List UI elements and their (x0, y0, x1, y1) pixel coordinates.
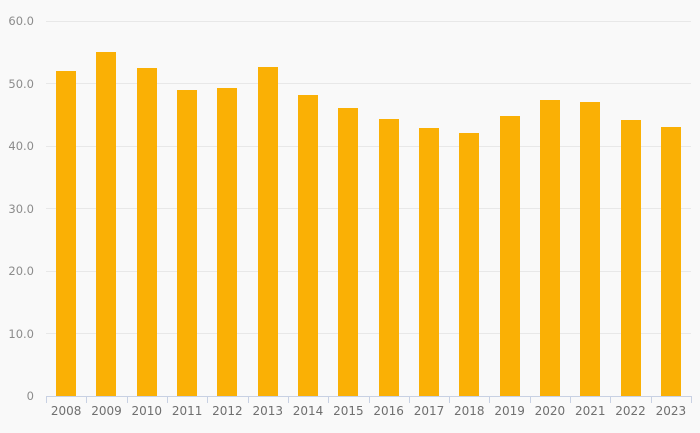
x-axis-tick (368, 396, 370, 403)
x-tick-label-2017: 2017 (413, 404, 445, 418)
bar-2008[interactable] (56, 71, 77, 396)
bar-2019[interactable] (499, 116, 520, 396)
x-axis-tick (86, 396, 88, 403)
x-axis-tick (408, 396, 410, 403)
bar-2018[interactable] (459, 132, 480, 396)
x-tick-label-2022: 2022 (615, 404, 646, 418)
gridline-10.0 (46, 333, 691, 334)
bar-2011[interactable] (177, 89, 198, 396)
x-tick-label-2021: 2021 (574, 404, 606, 418)
x-axis-tick (529, 396, 531, 403)
x-axis-tick (247, 396, 249, 403)
y-tick-label-30.0: 30.0 (8, 201, 34, 216)
x-axis-tick (126, 396, 128, 403)
x-tick-label-2010: 2010 (131, 404, 163, 418)
x-tick-label-2013: 2013 (252, 404, 283, 418)
bar-2012[interactable] (217, 87, 238, 396)
x-axis-tick (650, 396, 652, 403)
bar-2020[interactable] (539, 99, 560, 396)
x-tick-label-2019: 2019 (494, 404, 525, 418)
gridline-30.0 (46, 208, 691, 209)
x-tick-label-2011: 2011 (171, 404, 203, 418)
x-tick-label-2018: 2018 (454, 404, 485, 418)
gridline-20.0 (46, 270, 691, 272)
bar-2013[interactable] (257, 67, 278, 396)
x-tick-label-2020: 2020 (534, 404, 566, 418)
x-tick-label-2015: 2015 (333, 404, 364, 418)
x-axis-tick (691, 396, 692, 403)
bar-2017[interactable] (418, 127, 439, 396)
gridline-40.0 (46, 145, 691, 147)
bar-2016[interactable] (378, 119, 399, 396)
y-tick-label-20.0: 20.0 (8, 264, 34, 278)
gridline-50.0 (46, 83, 691, 84)
bar-2009[interactable] (96, 52, 117, 396)
y-tick-label-60.0: 60.0 (8, 14, 34, 28)
x-axis-tick (166, 396, 168, 403)
bar-2015[interactable] (338, 107, 359, 396)
x-tick-label-2023: 2023 (655, 404, 687, 418)
x-axis-tick (489, 396, 491, 403)
y-tick-label-0: 0 (26, 389, 34, 403)
x-axis-tick (207, 396, 209, 403)
x-axis-tick (449, 396, 451, 403)
gridline-60.0 (46, 20, 691, 22)
bar-2022[interactable] (620, 120, 641, 396)
bar-2023[interactable] (660, 127, 681, 396)
x-tick-label-2016: 2016 (373, 404, 404, 418)
x-tick-label-2014: 2014 (292, 404, 324, 418)
y-tick-label-50.0: 50.0 (8, 76, 34, 91)
x-tick-label-2008: 2008 (50, 404, 82, 418)
y-tick-label-10.0: 10.0 (8, 326, 34, 341)
bar-2010[interactable] (136, 67, 157, 396)
x-tick-label-2012: 2012 (212, 404, 243, 418)
x-axis-tick (610, 396, 612, 403)
x-tick-label-2009: 2009 (91, 404, 122, 418)
x-axis-tick (287, 396, 289, 403)
y-tick-label-40.0: 40.0 (8, 139, 34, 153)
bar-2021[interactable] (580, 101, 601, 396)
plot-area (46, 20, 692, 403)
x-axis-tick (570, 396, 572, 403)
bar-2014[interactable] (298, 94, 319, 396)
x-axis-tick (46, 396, 47, 403)
x-axis-tick (328, 396, 330, 403)
